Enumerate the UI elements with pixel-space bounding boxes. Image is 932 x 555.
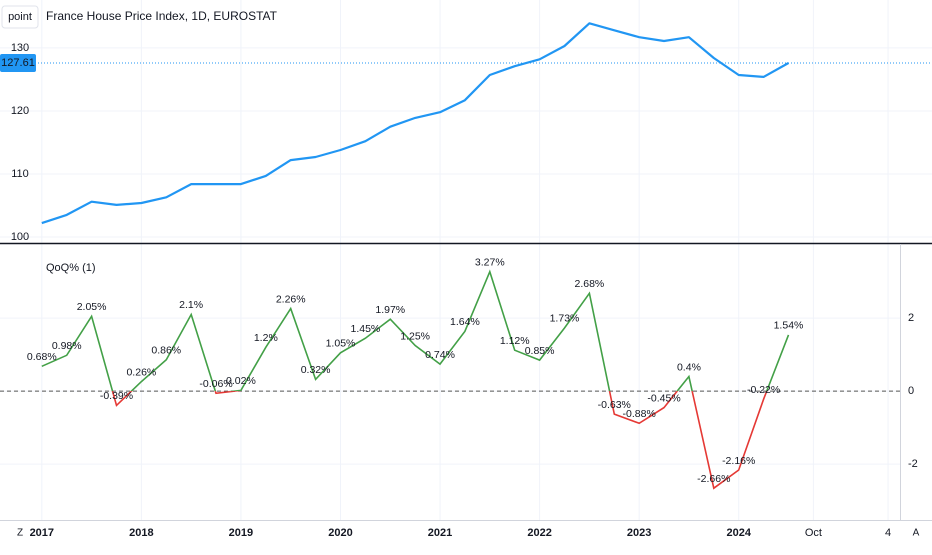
data-label: 2.1% — [179, 299, 203, 311]
data-label: 1.45% — [350, 323, 380, 335]
qoq-line-negative — [111, 391, 768, 490]
data-label: 1.54% — [774, 320, 804, 332]
data-label: -0.88% — [623, 408, 656, 420]
y-tick-label: -2 — [908, 458, 918, 470]
data-label: 0.68% — [27, 351, 57, 363]
data-label: 0.86% — [151, 345, 181, 357]
x-tick-label: 2017 — [30, 527, 54, 539]
data-label: 1.2% — [254, 332, 278, 344]
data-label: 0.26% — [126, 366, 156, 378]
data-label: -0.06% — [199, 378, 232, 390]
last-value-badge — [0, 53, 36, 72]
x-tick-label: Oct — [805, 527, 822, 539]
chart-title: France House Price Index, 1D, EUROSTAT — [46, 9, 278, 23]
last-value-label: 127.61 — [1, 57, 35, 69]
y-tick-label: 110 — [11, 168, 29, 180]
data-label: 1.64% — [450, 316, 480, 328]
data-label: 1.73% — [550, 313, 580, 325]
indicator-title: QoQ% (1) — [46, 262, 96, 274]
data-label: 0.02% — [226, 375, 256, 387]
y-tick-label: 130 — [11, 42, 29, 54]
x-tick-label: 4 — [885, 527, 891, 539]
data-label: 0.4% — [677, 361, 701, 373]
data-label: 1.05% — [326, 338, 356, 350]
y-tick-label: 0 — [908, 385, 914, 397]
data-label: -0.22% — [747, 384, 780, 396]
y-axis-label: point — [8, 11, 32, 23]
price-line — [41, 22, 790, 225]
data-label: -0.39% — [100, 390, 133, 402]
x-tick-label: 2018 — [129, 527, 153, 539]
data-label: -2.66% — [697, 473, 730, 485]
x-tick-label: 2022 — [527, 527, 551, 539]
data-label: -0.63% — [598, 399, 631, 411]
data-label: 2.26% — [276, 293, 306, 305]
y-tick-label: 100 — [11, 231, 29, 243]
data-label: 2.68% — [574, 278, 604, 290]
data-label: 1.12% — [500, 335, 530, 347]
data-label: 1.97% — [375, 304, 405, 316]
data-label: 1.25% — [400, 330, 430, 342]
x-tick-label: 2023 — [627, 527, 651, 539]
unit-box[interactable] — [1, 5, 39, 29]
data-label: 0.98% — [52, 340, 82, 352]
y-tick-label: 120 — [11, 105, 29, 117]
data-label: -2.16% — [722, 455, 755, 467]
data-label: 0.85% — [525, 345, 555, 357]
data-label: 3.27% — [475, 257, 505, 269]
y-tick-label: 2 — [908, 312, 914, 324]
x-tick-label: 2020 — [328, 527, 352, 539]
data-label: 0.74% — [425, 349, 455, 361]
zoom-button[interactable]: Z — [17, 528, 23, 539]
x-tick-label: 2021 — [428, 527, 452, 539]
qoq-line-positive — [41, 269, 790, 392]
data-label: 2.05% — [77, 301, 107, 313]
x-tick-label: 2024 — [726, 527, 751, 539]
auto-scale-button[interactable]: A — [913, 528, 920, 539]
data-label: -0.45% — [647, 392, 680, 404]
data-label: 0.32% — [301, 364, 331, 376]
x-tick-label: 2019 — [229, 527, 253, 539]
